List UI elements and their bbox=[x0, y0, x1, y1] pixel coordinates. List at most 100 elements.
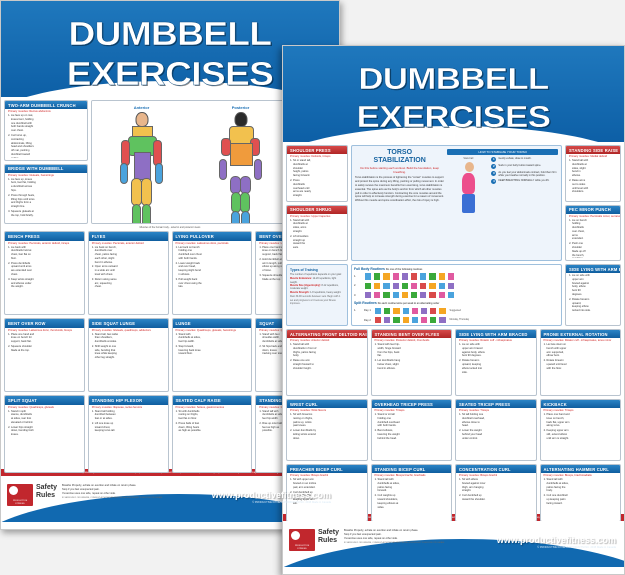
exercise-swatch[interactable] bbox=[383, 325, 391, 326]
right-website-block[interactable]: www.productivefitness.com © PRODUCTIVE F… bbox=[497, 535, 616, 549]
card-split-squat[interactable]: SPLIT SQUAT Primary muscles: Quadriceps,… bbox=[4, 395, 85, 474]
exercise-swatch[interactable] bbox=[419, 316, 429, 325]
exercise-swatch[interactable] bbox=[392, 316, 401, 325]
website-url[interactable]: www.productivefitness.com bbox=[496, 535, 616, 546]
exercise-swatch[interactable] bbox=[400, 272, 409, 281]
card-bridge-with-dumbbell[interactable]: BRIDGE WITH DUMBBELL Primary muscles: Gl… bbox=[4, 163, 88, 224]
exercise-swatch[interactable] bbox=[438, 325, 446, 326]
exercise-swatch[interactable] bbox=[373, 291, 382, 300]
exercise-swatch[interactable] bbox=[410, 316, 419, 325]
exercise-swatch[interactable] bbox=[391, 291, 400, 300]
routine-row[interactable]: 2. bbox=[354, 281, 559, 290]
exercise-swatch[interactable] bbox=[429, 325, 437, 326]
card-prone-external-rotation[interactable]: PRONE EXTERNAL ROTATION Primary muscles:… bbox=[539, 329, 621, 396]
exercise-swatch[interactable] bbox=[400, 291, 409, 300]
split-routine-row[interactable]: 2. Day 1 Tue bbox=[354, 325, 559, 326]
torso-stabilization-panel: TORSO STABILIZATION Do this before start… bbox=[351, 145, 562, 261]
card-side-lying-with-arm-braced[interactable]: SIDE LYING WITH ARM BRACED Primary muscl… bbox=[455, 329, 537, 396]
exercise-swatch[interactable] bbox=[392, 325, 400, 326]
exercise-swatch[interactable] bbox=[401, 316, 410, 325]
exercise-swatch[interactable] bbox=[446, 272, 455, 281]
exercise-swatch[interactable] bbox=[420, 325, 428, 326]
card-two-arm-dumbbell-crunch[interactable]: TWO-ARM DUMBBELL CRUNCH Primary muscles:… bbox=[4, 100, 88, 161]
exercise-swatch[interactable] bbox=[382, 291, 391, 300]
card-shoulder-shrug[interactable]: SHOULDER SHRUG Primary muscles: Upper tr… bbox=[286, 204, 348, 261]
exercise-swatch[interactable] bbox=[438, 306, 447, 315]
exercise-swatch[interactable] bbox=[419, 272, 428, 281]
card-preacher-bicep-curl[interactable]: PREACHER BICEP CURL Primary muscles: Bic… bbox=[286, 464, 368, 522]
card-standing-bent-over-flyes[interactable]: STANDING BENT OVER FLYES Primary muscles… bbox=[370, 329, 452, 396]
card-pec-minor-punch[interactable]: PEC MINOR PUNCH Primary muscles: Pectora… bbox=[565, 204, 621, 261]
training-info: Types of Training The number of repetiti… bbox=[286, 264, 348, 326]
website-url[interactable]: www.productivefitness.com bbox=[211, 490, 331, 501]
exercise-swatch[interactable] bbox=[373, 281, 382, 290]
exercise-swatch[interactable] bbox=[373, 272, 382, 281]
exercise-swatch[interactable] bbox=[374, 325, 382, 326]
card-side-squat-lunge[interactable]: SIDE SQUAT LUNGE Primary muscles: Glutea… bbox=[87, 318, 169, 393]
exercise-swatch[interactable] bbox=[428, 281, 437, 290]
card-flyes[interactable]: FLYES Primary muscles: Pectorals, anteri… bbox=[87, 231, 169, 316]
exercise-swatch[interactable] bbox=[402, 325, 410, 326]
exercise-swatch[interactable] bbox=[382, 272, 391, 281]
card-bent-over-row-2[interactable]: BENT OVER ROW Primary muscles: Latissimu… bbox=[4, 318, 85, 393]
card-kickback[interactable]: KICKBACK Primary muscles: Triceps Place … bbox=[539, 399, 621, 461]
exercise-swatch[interactable] bbox=[446, 291, 455, 300]
exercise-swatch[interactable] bbox=[437, 281, 446, 290]
exercise-swatch[interactable] bbox=[429, 316, 438, 325]
card-standing-hip-flexor[interactable]: STANDING HIP FLEXOR Primary muscles: Ili… bbox=[87, 395, 169, 474]
exercise-swatch[interactable] bbox=[391, 272, 400, 281]
exercise-swatch[interactable] bbox=[419, 281, 428, 290]
routine-row[interactable]: 1. bbox=[354, 272, 559, 281]
exercise-swatch[interactable] bbox=[419, 291, 428, 300]
exercise-swatch[interactable] bbox=[419, 306, 429, 315]
exercise-swatch[interactable] bbox=[428, 272, 437, 281]
exercise-swatch[interactable] bbox=[374, 306, 383, 315]
exercise-swatch[interactable] bbox=[429, 306, 438, 315]
card-illustrations bbox=[120, 410, 165, 471]
exercise-swatch[interactable] bbox=[409, 291, 419, 300]
card-steps: Lie on bench holding dumbbells over ches… bbox=[568, 219, 589, 258]
exercise-swatch[interactable] bbox=[364, 281, 373, 290]
card-steps: Sit tall holding one dumbbell overhead, … bbox=[458, 413, 486, 458]
exercise-swatch[interactable] bbox=[392, 306, 401, 315]
card-shoulder-press-r[interactable]: SHOULDER PRESS Primary muscles: Deltoids… bbox=[286, 145, 348, 202]
card-illustrations bbox=[37, 333, 82, 390]
card-seated-tricep-press[interactable]: SEATED TRICEP PRESS Primary muscles: Tri… bbox=[455, 399, 537, 461]
card-side-lying-top[interactable]: SIDE LYING WITH ARM BRACED Lie on side w… bbox=[565, 264, 621, 326]
exercise-swatch[interactable] bbox=[411, 325, 419, 326]
exercise-swatch[interactable] bbox=[428, 291, 437, 300]
card-wrist-curl[interactable]: WRIST CURL Primary muscles: Wrist flexor… bbox=[286, 399, 368, 461]
card-seated-calf-raise[interactable]: SEATED CALF RAISE Primary muscles: Soleu… bbox=[171, 395, 253, 474]
left-website-block[interactable]: www.productivefitness.com © PRODUCTIVE F… bbox=[212, 490, 331, 504]
exercise-swatch[interactable] bbox=[364, 272, 373, 281]
exercise-swatch[interactable] bbox=[401, 306, 410, 315]
card-bench-press[interactable]: BENCH PRESS Primary muscles: Pectorals, … bbox=[4, 231, 85, 316]
card-alternating-hammer-curl[interactable]: ALTERNATING HAMMER CURL Primary muscles:… bbox=[539, 464, 621, 522]
exercise-swatch[interactable] bbox=[391, 281, 400, 290]
exercise-swatch[interactable] bbox=[374, 316, 383, 325]
card-concentration-curl[interactable]: CONCENTRATION CURL Primary muscles: Bice… bbox=[455, 464, 537, 522]
exercise-swatch[interactable] bbox=[409, 281, 419, 290]
exercise-swatch[interactable] bbox=[437, 272, 446, 281]
split-routine-row[interactable]: 1. Day 1 Sug bbox=[354, 306, 559, 315]
card-illustrations bbox=[204, 246, 249, 313]
card-standing-side-raise[interactable]: STANDING SIDE RAISE Primary muscles: Med… bbox=[565, 145, 621, 202]
card-lying-pullover[interactable]: LYING PULLOVER Primary muscles: Latissim… bbox=[171, 231, 253, 316]
exercise-swatch[interactable] bbox=[438, 316, 447, 325]
card-overhead-tricep-press[interactable]: OVERHEAD TRICEP PRESS Primary muscles: T… bbox=[370, 399, 452, 461]
exercise-swatch[interactable] bbox=[437, 291, 446, 300]
split-routine-row[interactable]: Day 2 Monday, Thursday bbox=[354, 316, 559, 325]
card-alternating-front-deltoid-raise[interactable]: ALTERNATING FRONT DELTOID RAISE Primary … bbox=[286, 329, 368, 396]
card-lunge[interactable]: LUNGE Primary muscles: Quadriceps, glute… bbox=[171, 318, 253, 393]
exercise-swatch[interactable] bbox=[383, 306, 392, 315]
exercise-swatch[interactable] bbox=[400, 281, 409, 290]
exercise-swatch[interactable] bbox=[383, 316, 392, 325]
exercise-swatch[interactable] bbox=[446, 281, 455, 290]
exercise-swatch[interactable] bbox=[382, 281, 391, 290]
exercise-swatch[interactable] bbox=[364, 291, 373, 300]
routine-row[interactable]: 3. bbox=[354, 291, 559, 300]
card-standing-bicep-curl[interactable]: STANDING BICEP CURL Primary muscles: Bic… bbox=[370, 464, 452, 522]
muscle-segment bbox=[141, 178, 152, 207]
exercise-swatch[interactable] bbox=[409, 272, 419, 281]
exercise-swatch[interactable] bbox=[410, 306, 419, 315]
